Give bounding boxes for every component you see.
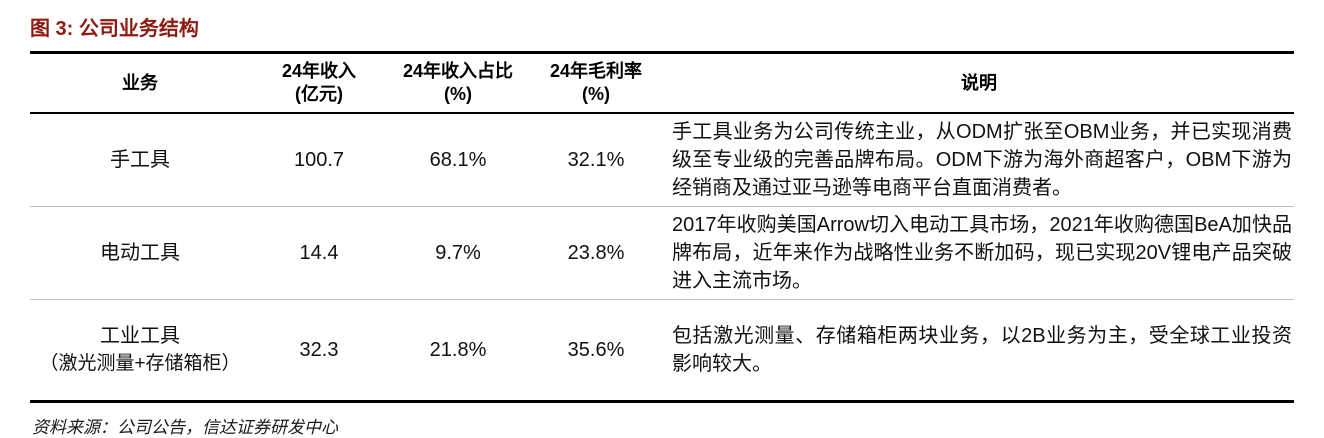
header-unit: (%) — [582, 84, 610, 104]
business-subtitle: （激光测量+存储箱柜） — [39, 353, 241, 374]
cell-revenue: 14.4 — [250, 206, 388, 300]
cell-revenue-share: 68.1% — [388, 113, 528, 207]
table-row: 电动工具 14.4 9.7% 23.8% 2017年收购美国Arrow切入电动工… — [30, 206, 1294, 300]
business-name: 电动工具 — [100, 242, 180, 264]
cell-gross-margin: 32.1% — [528, 113, 664, 207]
header-row: 业务 24年收入 (亿元) 24年收入占比 (%) 24年毛利率 (%) 说明 — [30, 52, 1294, 114]
header-unit: (亿元) — [295, 84, 343, 104]
cell-business: 电动工具 — [30, 206, 250, 300]
header-revenue-share: 24年收入占比 (%) — [388, 52, 528, 114]
cell-revenue-share: 9.7% — [388, 206, 528, 300]
business-name: 手工具 — [110, 149, 170, 171]
header-description: 说明 — [664, 52, 1294, 114]
header-gross-margin: 24年毛利率 (%) — [528, 52, 664, 114]
table-row: 工业工具 （激光测量+存储箱柜） 32.3 21.8% 35.6% 包括激光测量… — [30, 299, 1294, 403]
header-label: 业务 — [122, 72, 158, 93]
cell-revenue: 32.3 — [250, 299, 388, 403]
cell-business: 工业工具 （激光测量+存储箱柜） — [30, 299, 250, 403]
figure-title: 图 3: 公司业务结构 — [30, 18, 199, 40]
header-revenue: 24年收入 (亿元) — [250, 52, 388, 114]
table-row: 手工具 100.7 68.1% 32.1% 手工具业务为公司传统主业，从ODM扩… — [30, 113, 1294, 207]
header-label: 24年收入占比 — [402, 61, 514, 81]
cell-gross-margin: 35.6% — [528, 299, 664, 403]
header-label: 说明 — [961, 72, 997, 93]
cell-description: 手工具业务为公司传统主业，从ODM扩张至OBM业务，并已实现消费级至专业级的完善… — [664, 113, 1294, 207]
cell-description: 2017年收购美国Arrow切入电动工具市场，2021年收购德国BeA加快品牌布… — [664, 206, 1294, 300]
cell-business: 手工具 — [30, 113, 250, 207]
business-name: 工业工具 — [100, 325, 180, 347]
business-structure-table: 业务 24年收入 (亿元) 24年收入占比 (%) 24年毛利率 (%) 说明 — [30, 51, 1294, 403]
cell-revenue: 100.7 — [250, 113, 388, 207]
cell-revenue-share: 21.8% — [388, 299, 528, 403]
header-unit: (%) — [444, 84, 472, 104]
header-label: 24年收入 — [281, 61, 357, 81]
cell-gross-margin: 23.8% — [528, 206, 664, 300]
header-label: 24年毛利率 — [549, 61, 643, 81]
cell-description: 包括激光测量、存储箱柜两块业务，以2B业务为主，受全球工业投资影响较大。 — [664, 299, 1294, 403]
header-business: 业务 — [30, 52, 250, 114]
